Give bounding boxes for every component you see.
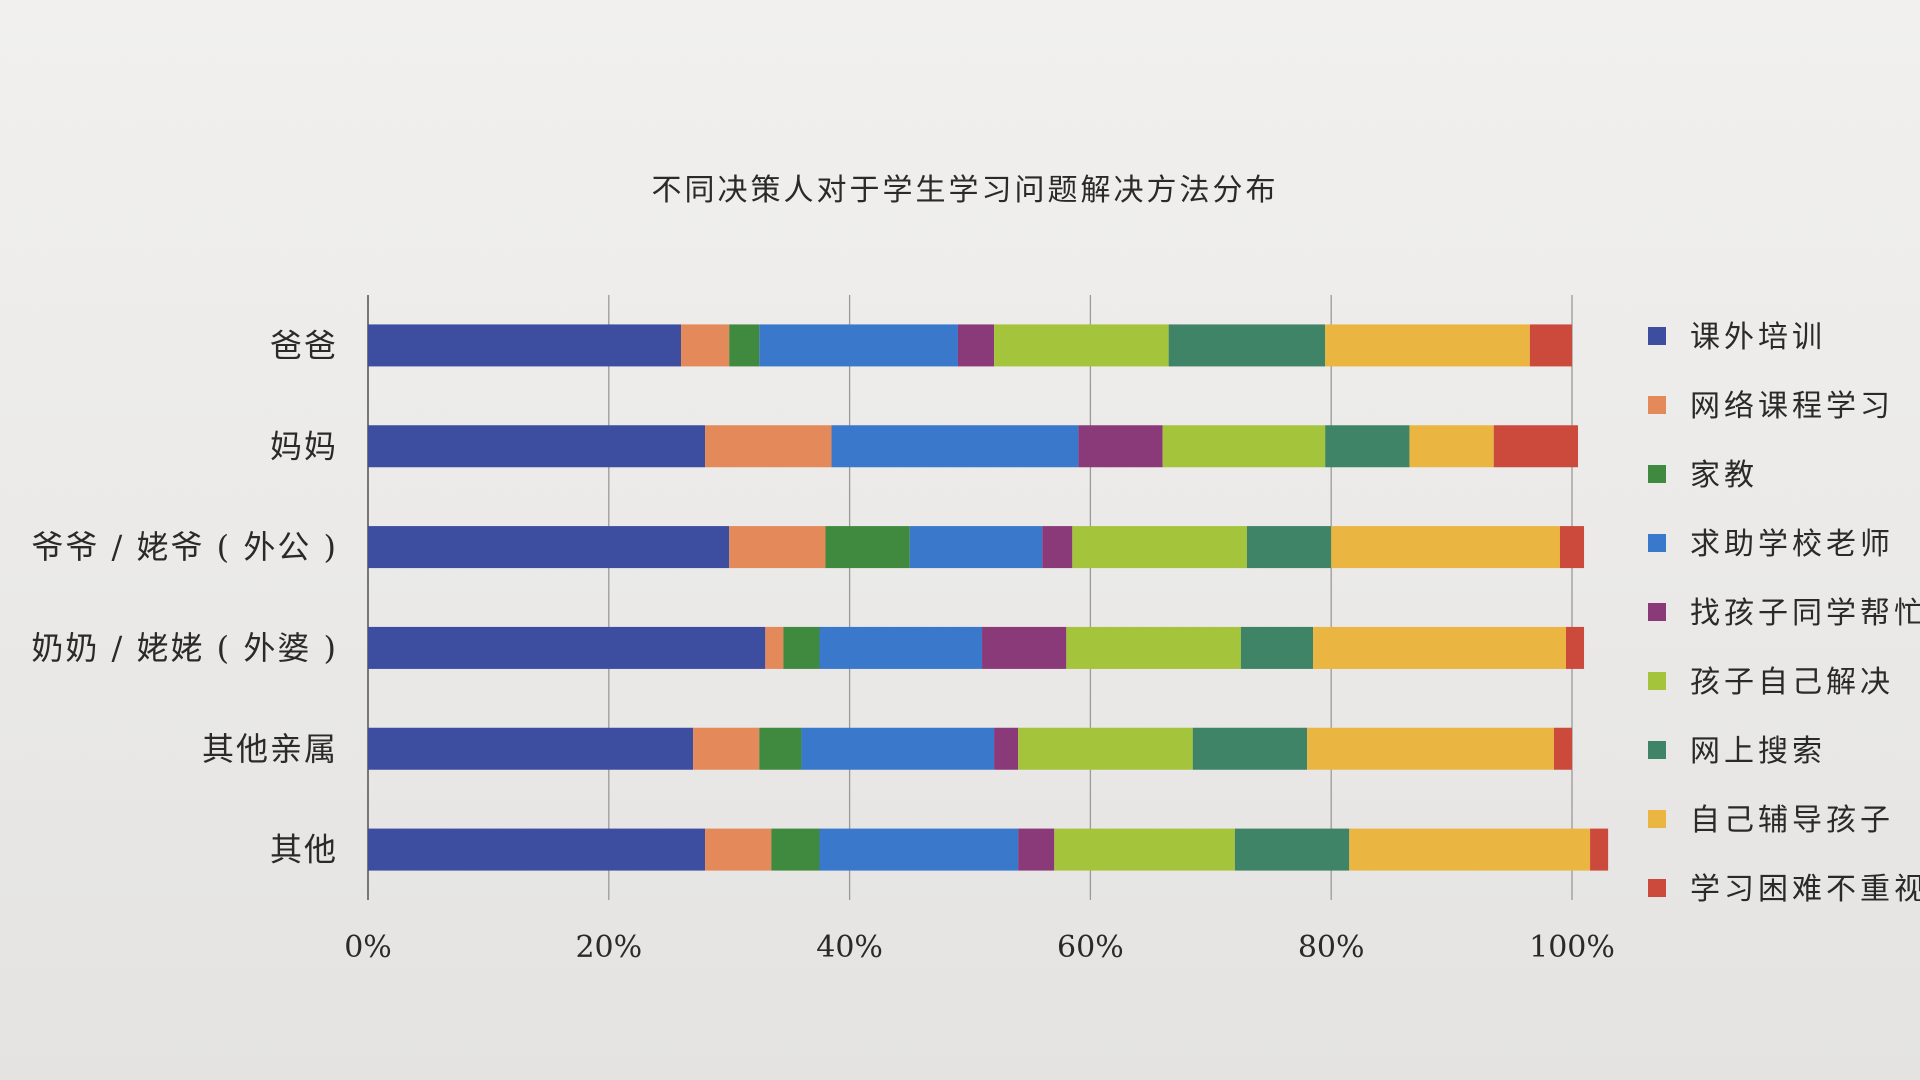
bar-segment [1325,324,1530,367]
bar-segment [705,425,832,468]
legend-swatch [1648,327,1666,345]
bar-segment [729,526,826,569]
category-label: 妈妈 [270,427,338,465]
bar-segment [1307,727,1554,770]
bar-segment [1018,828,1055,871]
bar-segment [1493,425,1579,468]
legend-label: 自己辅导孩子 [1690,803,1894,838]
x-tick-label: 20% [575,930,642,965]
bar-segment [982,626,1067,669]
bar-segment [759,324,958,367]
bar-segment [1240,626,1314,669]
bar-segment [1066,626,1241,669]
bar-segment [1054,828,1235,871]
legend-label: 找孩子同学帮忙 [1690,596,1920,631]
bar-segment [909,526,1043,569]
bar-segment [819,828,1019,871]
bar-segment [1590,828,1609,871]
legend-swatch [1648,603,1666,621]
bar-segment [681,324,730,367]
legend-label: 网络课程学习 [1690,389,1894,424]
bar-segment [1559,526,1585,569]
bar-segment [1565,626,1585,669]
bar-segment [831,425,1079,468]
legend-swatch [1648,465,1666,483]
bar-segment [994,324,1169,367]
x-tick-labels: 0% 20% 40% 60% 80% 100% [344,930,1615,965]
legend-label: 家教 [1690,458,1758,493]
bar-segment [759,727,802,770]
bar-segment [368,526,730,569]
bar-segment [1529,324,1572,367]
bars [368,324,1609,871]
legend-swatch [1648,741,1666,759]
legend-swatch [1648,810,1666,828]
x-tick-label: 100% [1529,930,1615,965]
legend-label: 学习困难不重视 [1690,872,1920,907]
legend-label: 求助学校老师 [1690,527,1894,562]
bar-segment [1325,425,1410,468]
bar-segment [801,727,995,770]
bar-segment [705,828,772,871]
bar-segment [1018,727,1193,770]
bar-segment [368,828,706,871]
bar-segment [1072,526,1247,569]
legend-label: 孩子自己解决 [1690,665,1894,700]
bar-segment [957,324,995,367]
bar-segment [1042,526,1073,569]
bar-segment [1078,425,1163,468]
bar-segment [368,626,766,669]
bar-segment [783,626,820,669]
legend: 课外培训网络课程学习家教求助学校老师找孩子同学帮忙孩子自己解决网上搜索自己辅导孩… [1648,320,1920,907]
category-label: 其他亲属 [202,730,338,768]
bar-segment [693,727,760,770]
bar-segment [765,626,784,669]
legend-swatch [1648,672,1666,690]
bar-segment [1313,626,1566,669]
legend-swatch [1648,396,1666,414]
bar-segment [368,727,694,770]
legend-label: 网上搜索 [1690,734,1826,769]
legend-label: 课外培训 [1690,320,1826,355]
bar-segment [771,828,820,871]
bar-segment [368,324,682,367]
bar-segment [729,324,760,367]
legend-swatch [1648,879,1666,897]
bar-segment [1234,828,1350,871]
bar-segment [1246,526,1332,569]
grid-lines [367,295,1573,900]
bar-segment [1409,425,1494,468]
bar-segment [1349,828,1591,871]
bar-segment [1168,324,1326,367]
x-tick-label: 40% [816,930,883,965]
bar-segment [1331,526,1560,569]
category-label: 爸爸 [270,326,338,364]
bar-segment [1162,425,1326,468]
bar-segment [1192,727,1308,770]
bar-segment [994,727,1019,770]
category-label: 其他 [270,831,338,869]
x-tick-label: 0% [344,930,392,965]
category-label: 爷爷 / 姥爷 ( 外公 ) [31,528,338,566]
bar-segment [368,425,706,468]
bar-segment [1553,727,1572,770]
legend-swatch [1648,534,1666,552]
category-label: 奶奶 / 姥姥 ( 外婆 ) [31,629,338,667]
x-tick-label: 80% [1298,930,1365,965]
x-tick-label: 60% [1057,930,1124,965]
bar-segment [819,626,983,669]
chart-title: 不同决策人对于学生学习问题解决方法分布 [652,173,1279,208]
bar-segment [825,526,910,569]
